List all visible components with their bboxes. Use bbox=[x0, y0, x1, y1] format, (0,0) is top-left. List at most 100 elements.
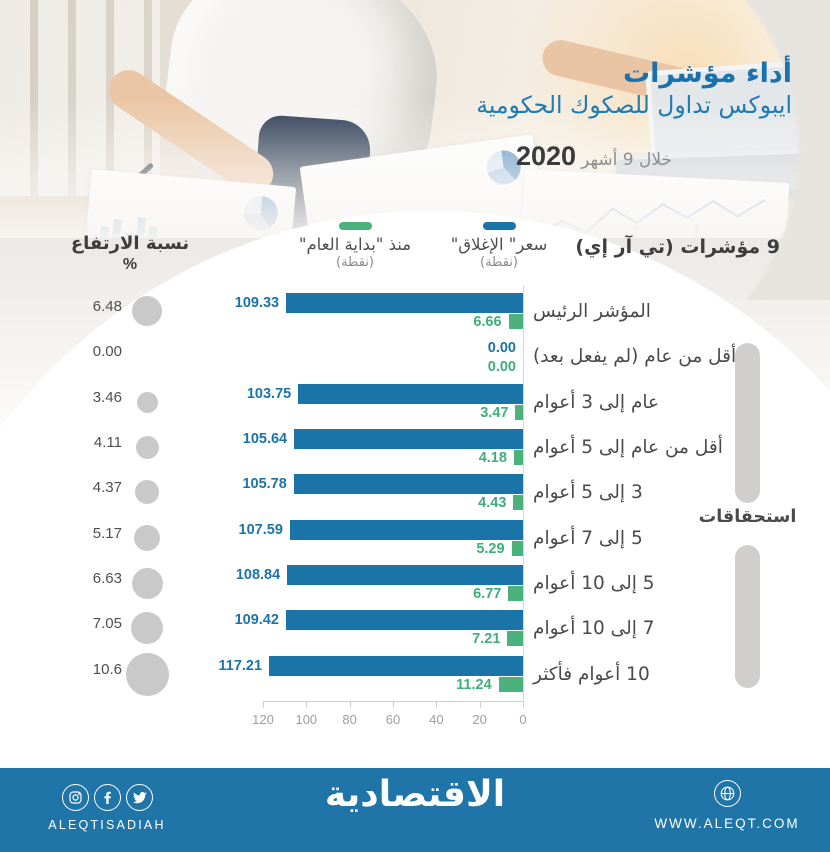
period-year: 2020 bbox=[515, 141, 577, 171]
ytd-value: 7.21 bbox=[472, 631, 501, 647]
rise-percent-bubble bbox=[131, 567, 163, 599]
rise-percent-bubble bbox=[125, 652, 169, 696]
close-price-value: 103.75 bbox=[246, 386, 292, 402]
x-axis-tick-label: 100 bbox=[295, 712, 318, 727]
category-label: أقل من عام (لم يفعل بعد) bbox=[533, 346, 737, 367]
ytd-bar bbox=[508, 586, 523, 601]
period-subtitle: خلال 9 أشهر 2020 bbox=[516, 141, 672, 172]
ytd-value: 4.18 bbox=[478, 450, 507, 466]
social-icons bbox=[62, 784, 153, 811]
category-label: 5 إلى 7 أعوام bbox=[533, 528, 643, 549]
chart-row: 4.11 105.64 4.18 أقل من عام إلى 5 أعوام bbox=[0, 429, 830, 475]
globe-icon bbox=[713, 780, 741, 807]
close-price-value: 117.21 bbox=[218, 658, 263, 674]
category-label: المؤشر الرئيس bbox=[533, 301, 651, 322]
rise-percent-bubble bbox=[135, 480, 159, 504]
ytd-value: 6.77 bbox=[473, 586, 502, 602]
legend-close-label: سعر" الإغلاق" bbox=[450, 235, 548, 254]
x-axis-tick bbox=[306, 701, 308, 708]
close-price-value: 109.42 bbox=[234, 612, 279, 628]
chart-row: 7.05 109.42 7.21 7 إلى 10 أعوام bbox=[0, 610, 830, 656]
ytd-value: 11.24 bbox=[456, 677, 492, 693]
facebook-icon bbox=[94, 784, 121, 811]
rise-percent-value: 5.17 bbox=[92, 525, 122, 542]
rise-percent-value: 4.37 bbox=[92, 479, 122, 496]
x-axis-tick bbox=[523, 701, 524, 708]
ytd-value: 0.00 bbox=[487, 359, 516, 375]
close-price-bar bbox=[298, 384, 523, 404]
ytd-value: 5.29 bbox=[476, 541, 505, 557]
x-axis-tick-label: 20 bbox=[472, 712, 487, 727]
social-handle: ALEQTISADIAH bbox=[48, 818, 166, 832]
instagram-icon bbox=[62, 784, 89, 811]
chart-row: 3.46 103.75 3.47 عام إلى 3 أعوام bbox=[0, 384, 830, 430]
close-price-bar bbox=[293, 474, 523, 494]
close-price-value: 0.00 bbox=[487, 340, 516, 356]
rise-percent-value: 4.11 bbox=[93, 434, 122, 451]
ytd-swatch bbox=[338, 222, 372, 230]
close-price-value: 109.33 bbox=[234, 295, 280, 311]
close-price-swatch bbox=[482, 222, 516, 230]
maturities-label: استحقاقات bbox=[698, 507, 797, 527]
close-price-value: 105.78 bbox=[242, 476, 287, 492]
rise-percent-value: 3.46 bbox=[92, 389, 122, 406]
maturities-bracket-bottom bbox=[735, 545, 760, 688]
rise-percent-bubble bbox=[132, 296, 162, 326]
close-price-bar bbox=[269, 656, 523, 676]
close-price-bar bbox=[286, 293, 523, 313]
rise-percent-value: 0.00 bbox=[92, 343, 122, 360]
corner-arc-shade bbox=[680, 0, 830, 300]
legend-indices-count: 9 مؤشرات (تي آر إي) bbox=[575, 236, 780, 258]
website-block: WWW.ALEQT.COM bbox=[647, 780, 807, 831]
website-url: WWW.ALEQT.COM bbox=[654, 816, 800, 831]
close-price-value: 107.59 bbox=[238, 522, 283, 538]
ytd-bar bbox=[513, 450, 523, 465]
close-price-value: 108.84 bbox=[235, 567, 281, 583]
close-price-bar bbox=[285, 610, 523, 630]
x-axis-tick-label: 0 bbox=[519, 712, 527, 727]
x-axis-tick bbox=[479, 701, 481, 708]
chart-baseline-axis bbox=[523, 286, 524, 702]
ytd-value: 4.43 bbox=[478, 495, 507, 511]
legend-rise-percent: نسبة الارتفاع % bbox=[58, 233, 202, 274]
rise-percent-bubble bbox=[135, 435, 159, 459]
category-label: 5 إلى 10 أعوام bbox=[533, 573, 655, 594]
rise-percent-bubble bbox=[136, 391, 158, 413]
category-label: 10 أعوام فأكثر bbox=[533, 664, 650, 685]
ytd-bar bbox=[515, 405, 523, 420]
chart-row: 4.37 105.78 4.43 3 إلى 5 أعوام bbox=[0, 474, 830, 520]
rise-percent-value: 7.05 bbox=[92, 615, 122, 632]
x-axis-tick bbox=[436, 701, 438, 708]
close-price-bar bbox=[294, 429, 523, 449]
legend-ytd-unit: (نقطة) bbox=[336, 255, 374, 270]
rise-percent-value: 6.63 bbox=[92, 570, 122, 587]
ytd-bar bbox=[507, 631, 523, 646]
page-title-line2: ايبوكس تداول للصكوك الحكومية bbox=[476, 91, 792, 120]
rise-percent-bubble bbox=[134, 525, 160, 551]
page-title-line1: أداء مؤشرات bbox=[623, 58, 792, 89]
period-label: خلال 9 أشهر bbox=[581, 150, 672, 170]
chart-row: 6.63 108.84 6.77 5 إلى 10 أعوام bbox=[0, 565, 830, 611]
ytd-bar bbox=[511, 541, 523, 556]
x-axis-tick-label: 80 bbox=[342, 712, 357, 727]
brand-logo: الاقتصادية bbox=[324, 774, 506, 815]
rise-percent-value: 6.48 bbox=[92, 298, 122, 315]
chart-row: 10.6 117.21 11.24 10 أعوام فأكثر bbox=[0, 652, 830, 702]
footer-bar: ALEQTISADIAH الاقتصادية WWW.ALEQT.COM bbox=[0, 768, 830, 852]
legend-rise-unit: % bbox=[122, 256, 138, 273]
x-axis-tick bbox=[349, 701, 351, 708]
x-axis-tick-label: 60 bbox=[385, 712, 401, 727]
category-label: 7 إلى 10 أعوام bbox=[533, 618, 655, 639]
ytd-bar bbox=[513, 495, 523, 510]
close-price-bar bbox=[289, 520, 523, 540]
ytd-bar bbox=[508, 314, 523, 329]
x-axis-tick bbox=[393, 701, 394, 708]
legend-ytd-label: منذ "بداية العام" bbox=[298, 235, 412, 254]
twitter-icon bbox=[126, 784, 153, 811]
chart-row: 5.17 107.59 5.29 5 إلى 7 أعوام bbox=[0, 520, 830, 566]
ytd-value: 3.47 bbox=[480, 405, 509, 421]
category-label: 3 إلى 5 أعوام bbox=[533, 482, 643, 503]
category-label: عام إلى 3 أعوام bbox=[533, 392, 660, 413]
chart-row: 0.00 0.00 0.00 أقل من عام (لم يفعل بعد) bbox=[0, 338, 830, 384]
maturities-bracket-top bbox=[735, 343, 760, 503]
